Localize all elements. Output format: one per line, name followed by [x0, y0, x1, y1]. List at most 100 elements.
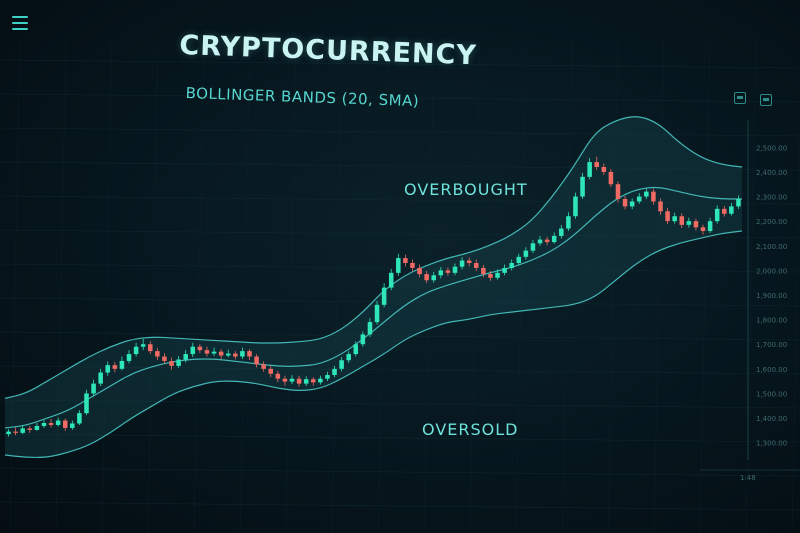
candle-body	[403, 258, 408, 263]
y-tick-label: 2,500.00	[756, 144, 787, 152]
candle-body	[587, 162, 592, 177]
candle-body	[34, 425, 40, 430]
grid-line-horizontal	[0, 433, 800, 443]
candle-body	[6, 431, 11, 435]
candle-body	[360, 334, 366, 345]
candle-body	[268, 368, 274, 374]
y-tick-label: 1,700.00	[756, 341, 787, 349]
candle-body	[353, 344, 359, 355]
candle-body	[714, 208, 720, 222]
grid-line-horizontal	[0, 399, 800, 409]
candle-body	[722, 208, 727, 214]
candle-body	[452, 266, 458, 273]
candle-body	[254, 356, 259, 365]
oversold-label: OVERSOLD	[422, 420, 519, 439]
candle-body	[580, 176, 585, 197]
grid-line-horizontal	[0, 127, 800, 137]
candle-body	[601, 167, 607, 172]
candle-body	[247, 351, 252, 357]
grid-line-vertical	[331, 39, 343, 533]
candle-body	[488, 274, 493, 278]
panel-icon[interactable]	[734, 92, 746, 104]
grid-line-vertical	[101, 39, 113, 533]
candle-body	[325, 375, 330, 379]
grid-line-vertical	[607, 39, 619, 533]
candle-body	[388, 272, 394, 288]
grid-line-vertical	[285, 39, 297, 533]
grid-line-vertical	[515, 39, 527, 533]
candle-body	[148, 344, 153, 352]
hamburger-menu-icon[interactable]	[12, 16, 28, 30]
candle-body	[665, 211, 670, 222]
candle-body	[679, 216, 685, 225]
y-tick-label: 1,600.00	[756, 366, 787, 374]
candle-body	[530, 243, 536, 251]
candle-body	[62, 420, 68, 428]
grid-line-vertical	[561, 39, 573, 533]
grid-line-horizontal	[0, 467, 800, 477]
candle-body	[190, 346, 196, 355]
candle-body	[77, 413, 82, 424]
grid-line-vertical	[147, 39, 159, 533]
candle-body	[261, 364, 266, 369]
grid-line-vertical	[9, 39, 21, 533]
y-tick-label: 2,400.00	[756, 169, 787, 177]
candle-body	[672, 216, 677, 222]
candle-body	[445, 270, 451, 273]
candle-body	[608, 171, 614, 185]
candle-body	[636, 196, 642, 202]
grid-line-horizontal	[0, 229, 800, 239]
candle-body	[296, 378, 302, 384]
candle-body	[197, 346, 203, 351]
y-tick-label: 1,800.00	[756, 317, 787, 325]
candle-body	[537, 239, 543, 244]
bollinger-upper-band	[4, 116, 743, 399]
band-fill	[5, 116, 742, 458]
candle-body	[502, 267, 507, 273]
grid-line-horizontal	[0, 297, 800, 307]
grid-line-vertical	[239, 39, 251, 533]
candle-body	[211, 351, 217, 354]
candle-body	[183, 354, 188, 360]
candle-body	[622, 199, 628, 207]
candle-body	[303, 379, 309, 384]
candle-body	[651, 191, 656, 202]
candle-body	[700, 227, 706, 231]
candle-body	[20, 428, 25, 433]
candle-body	[374, 304, 380, 323]
candle-body	[396, 258, 401, 273]
bollinger-lower-band	[4, 230, 743, 459]
candle-body	[282, 378, 288, 382]
candle-body	[473, 263, 479, 268]
candle-body	[310, 379, 316, 383]
candle-body	[162, 356, 167, 361]
candle-body	[318, 378, 323, 383]
candle-body	[509, 263, 514, 268]
grid-line-vertical	[653, 39, 665, 533]
y-tick-label: 2,200.00	[756, 218, 787, 226]
y-tick-label: 1,400.00	[756, 415, 787, 423]
candle-body	[544, 239, 550, 243]
candle-body	[13, 431, 18, 433]
candle-body	[176, 359, 181, 366]
candle-body	[459, 260, 465, 267]
y-tick-label: 1,900.00	[756, 292, 787, 300]
grid-line-vertical	[55, 39, 67, 533]
overbought-label: OVERBOUGHT	[404, 180, 528, 199]
grid-line-vertical	[699, 39, 711, 533]
candle-body	[225, 353, 231, 356]
candle-body	[204, 350, 210, 354]
candle-body	[573, 196, 578, 217]
candle-body	[169, 360, 174, 366]
window-icon[interactable]	[760, 94, 772, 106]
candle-body	[55, 420, 61, 425]
y-tick-label: 2,000.00	[756, 267, 787, 275]
x-tick-label: 1:48	[740, 474, 756, 482]
candle-body	[27, 428, 33, 430]
candle-body	[275, 373, 281, 379]
candle-body	[367, 322, 373, 335]
candle-body	[615, 184, 621, 199]
candle-body	[70, 423, 75, 428]
grid-line-horizontal	[0, 59, 800, 69]
y-tick-label: 2,300.00	[756, 194, 787, 202]
